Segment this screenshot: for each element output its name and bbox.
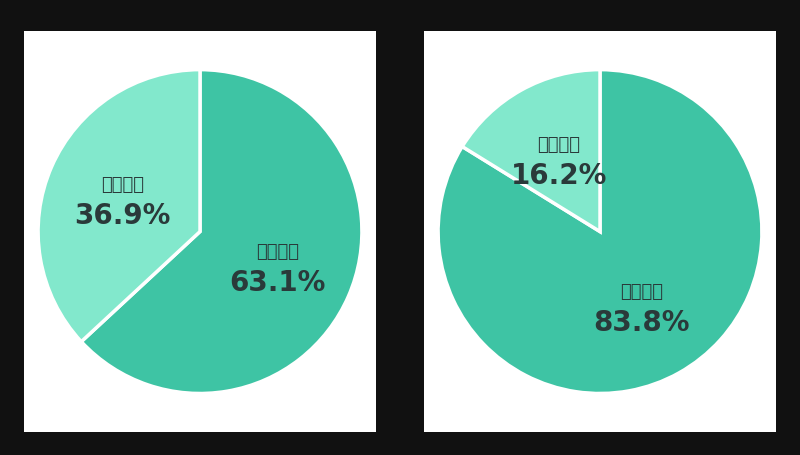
- Wedge shape: [82, 71, 362, 394]
- Wedge shape: [462, 71, 600, 232]
- Text: 就任なし: 就任なし: [101, 175, 144, 193]
- Text: 就任あり: 就任あり: [620, 283, 662, 301]
- Text: 63.1%: 63.1%: [230, 268, 326, 297]
- Text: 36.9%: 36.9%: [74, 201, 170, 229]
- Text: 16.2%: 16.2%: [510, 162, 607, 189]
- Text: 83.8%: 83.8%: [593, 308, 690, 337]
- Wedge shape: [438, 71, 762, 394]
- Text: 就任なし: 就任なし: [538, 136, 580, 153]
- Wedge shape: [38, 71, 200, 342]
- Text: 就任あり: 就任あり: [256, 243, 299, 261]
